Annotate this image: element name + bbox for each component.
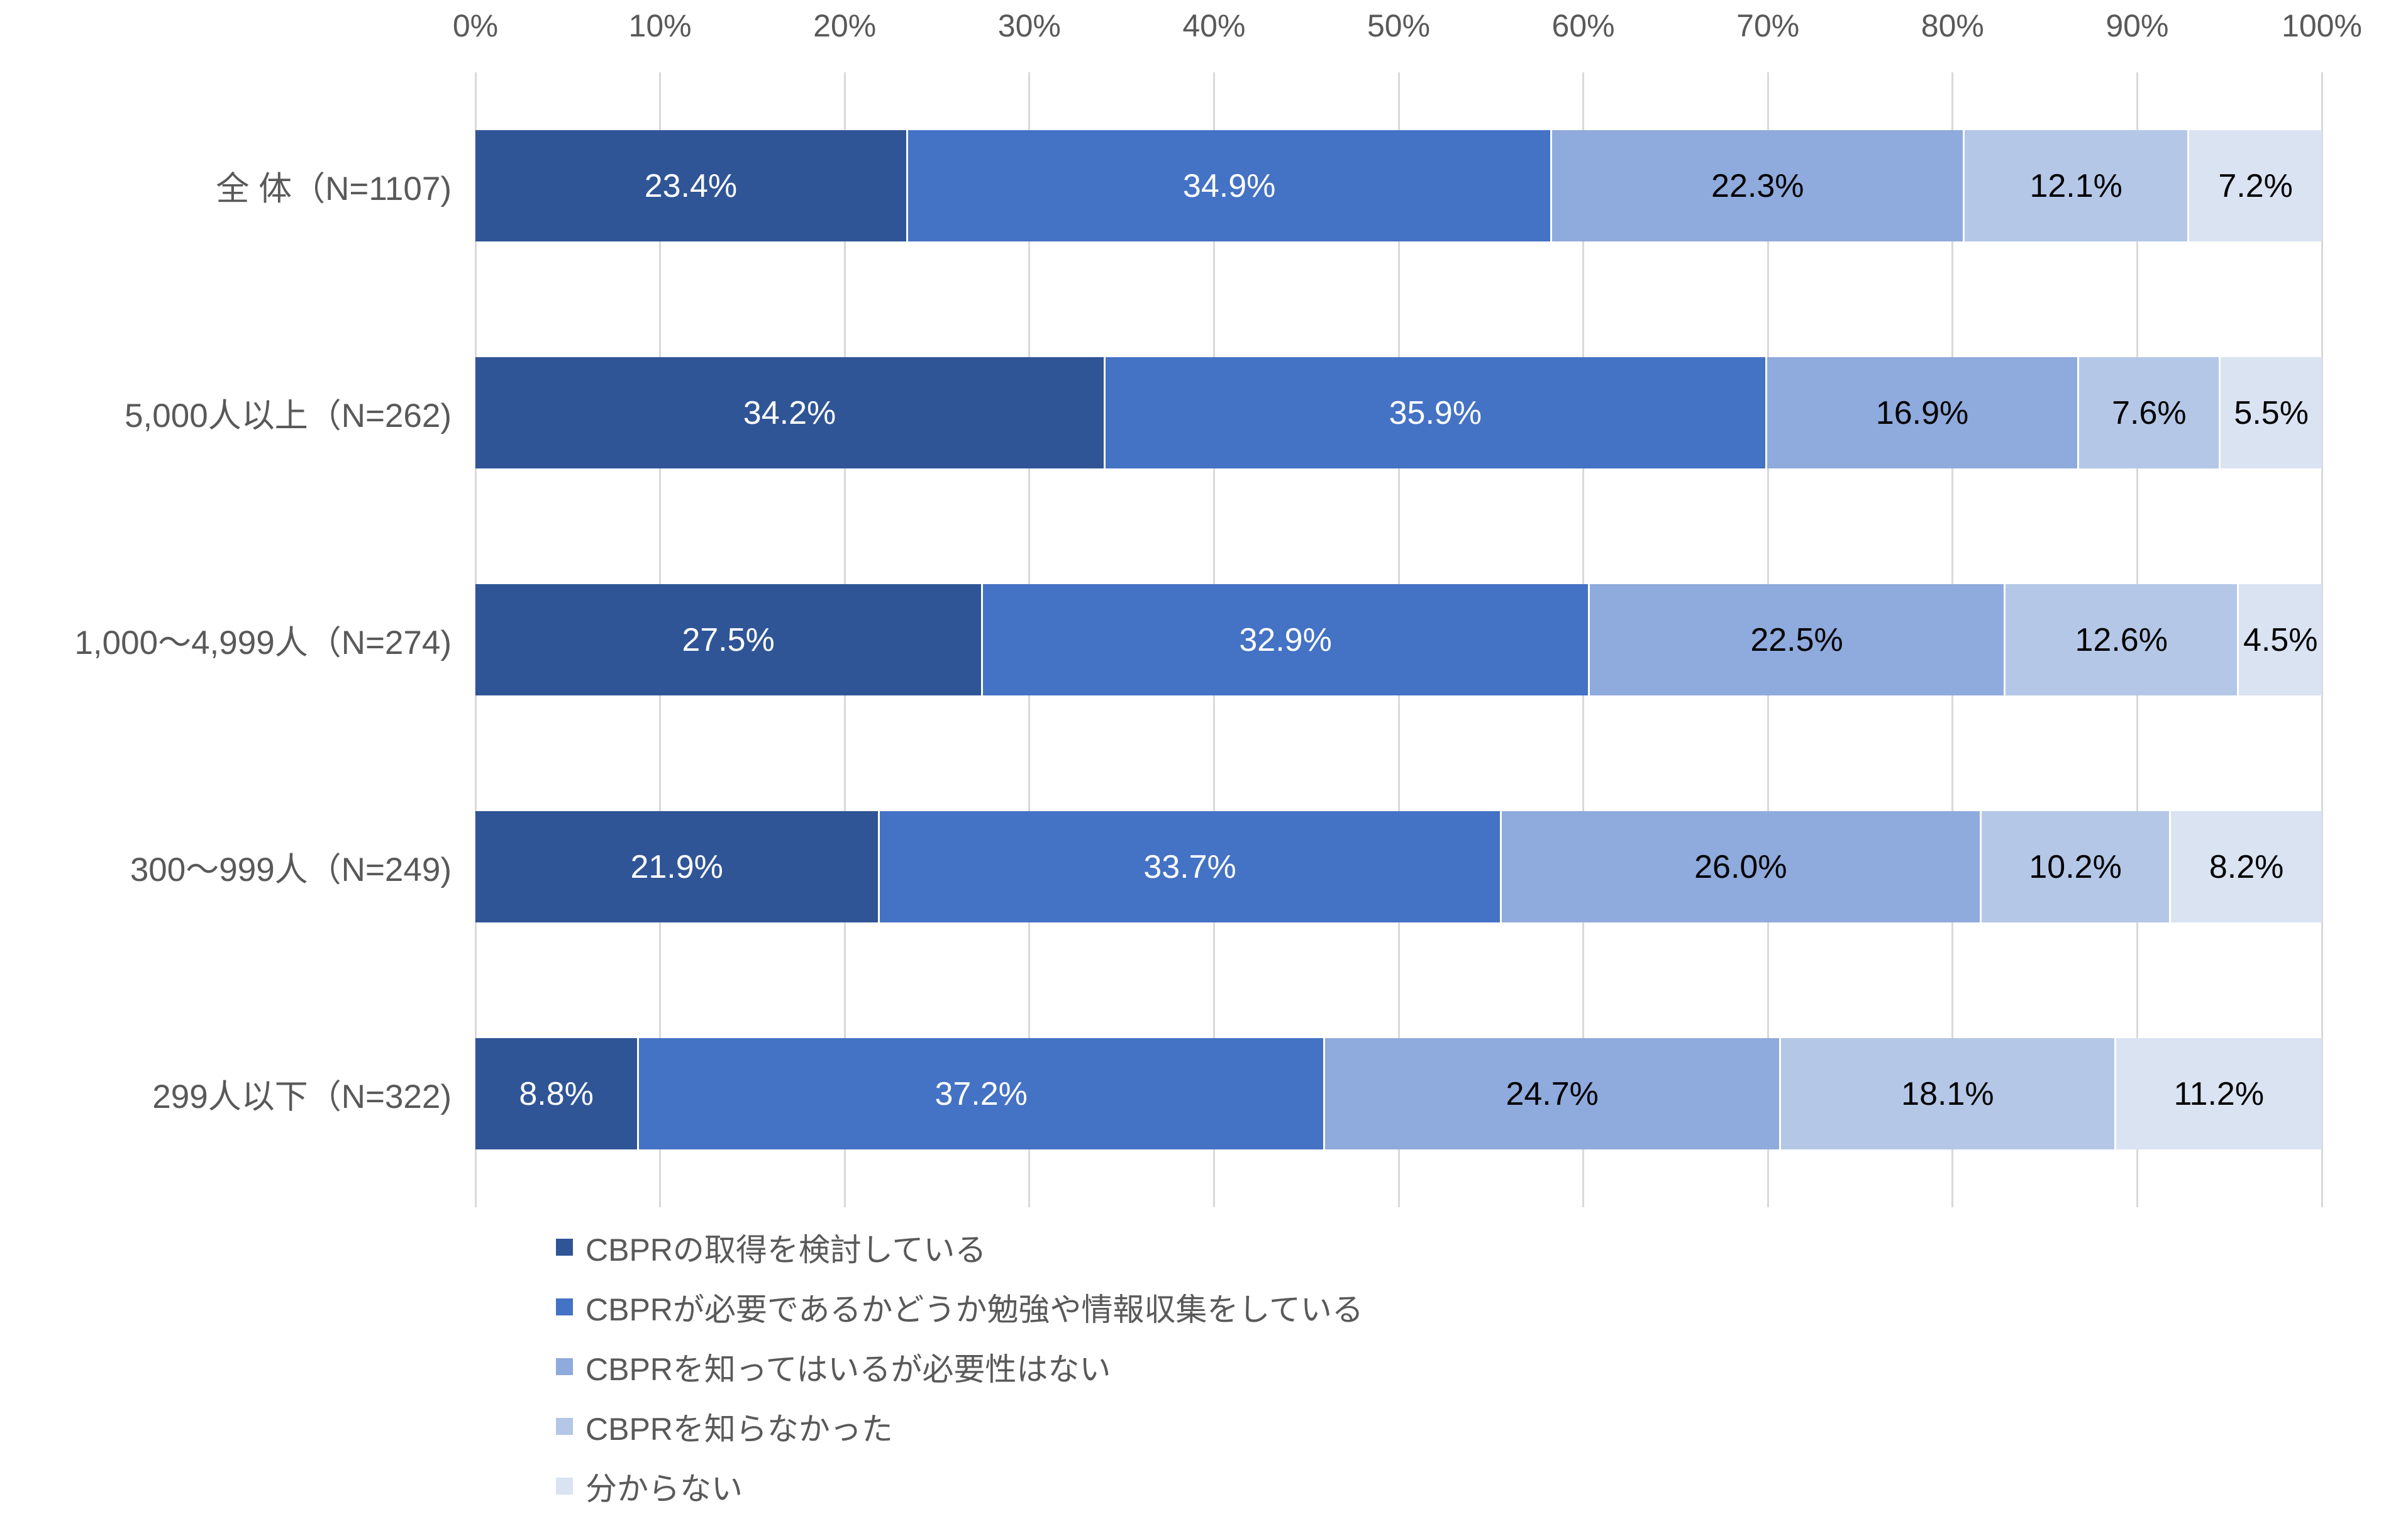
bar-segment-label: 35.9% — [1389, 394, 1482, 431]
bar-segment: 18.1% — [1781, 1038, 2114, 1149]
bar-segment-label: 8.2% — [2209, 848, 2284, 885]
category-label: 300～999人（N=249) — [130, 851, 452, 888]
bar-segment: 32.9% — [983, 584, 1589, 695]
bar-row: 27.5% 32.9% 22.5% 12.6% 4.5% — [475, 584, 2322, 695]
bar-segment: 22.5% — [1590, 584, 2004, 695]
bar-segment: 12.1% — [1965, 130, 2188, 241]
bar-segment: 4.5% — [2239, 584, 2322, 695]
bar-segment: 8.2% — [2171, 811, 2322, 922]
x-axis-tick-label: 10% — [628, 8, 692, 43]
bar-segment: 34.9% — [907, 130, 1551, 241]
bar-segment-label: 10.2% — [2029, 848, 2122, 885]
bar-segment: 27.5% — [475, 584, 982, 695]
legend-item: 分からない — [556, 1456, 1363, 1516]
bar-segment-label: 24.7% — [1506, 1075, 1599, 1112]
bar-segment: 16.9% — [1767, 357, 2078, 468]
bar-segment: 37.2% — [639, 1038, 1324, 1149]
legend-swatch-icon — [556, 1358, 573, 1375]
bar-row: 8.8% 37.2% 24.7% 18.1% 11.2% — [475, 1038, 2322, 1149]
bar-segment-label: 34.2% — [743, 394, 836, 431]
legend-item-label: 分からない — [585, 1471, 743, 1507]
bar-segment: 21.9% — [475, 811, 879, 922]
bar-segment: 10.2% — [1981, 811, 2170, 922]
x-axis-tick-label: 30% — [997, 8, 1061, 43]
bar-segment: 5.5% — [2221, 357, 2322, 468]
category-label: 1,000～4,999人（N=274) — [74, 624, 452, 661]
legend-item-label: CBPRを知らなかった — [585, 1411, 893, 1447]
bar-segment-label: 27.5% — [682, 621, 775, 658]
bar-segment: 22.3% — [1552, 130, 1963, 241]
bar-segment: 33.7% — [880, 811, 1500, 922]
legend-item: CBPRの取得を検討している — [556, 1217, 1363, 1277]
bar-segment: 26.0% — [1501, 811, 1980, 922]
legend-item-label: CBPRを知ってはいるが必要性はない — [585, 1351, 1111, 1387]
x-axis-tick-label: 0% — [452, 8, 499, 43]
legend-item-label: CBPRが必要であるかどうか勉強や情報収集をしている — [585, 1292, 1363, 1327]
bar-segment: 24.7% — [1325, 1038, 1780, 1149]
bar-segment-label: 34.9% — [1182, 167, 1276, 204]
category-label: 5,000人以上（N=262) — [125, 397, 452, 434]
bar-segment: 35.9% — [1106, 357, 1765, 468]
bar-segment: 11.2% — [2116, 1038, 2322, 1149]
bar-segment: 7.6% — [2079, 357, 2219, 468]
bar-segment-label: 21.9% — [630, 848, 723, 885]
x-axis-tick-label: 90% — [2106, 8, 2169, 43]
bar-segment: 8.8% — [475, 1038, 638, 1149]
x-axis-tick-label: 20% — [813, 8, 877, 43]
bar-segment-label: 26.0% — [1694, 848, 1787, 885]
bar-row: 21.9% 33.7% 26.0% 10.2% 8.2% — [475, 811, 2322, 922]
legend-item: CBPRが必要であるかどうか勉強や情報収集をしている — [556, 1277, 1363, 1337]
bar-segment-label: 7.2% — [2218, 167, 2293, 204]
bar-segment-label: 18.1% — [1901, 1075, 1994, 1112]
bar-segment-label: 8.8% — [519, 1075, 594, 1112]
bar-segment-label: 16.9% — [1875, 394, 1969, 431]
bar-row: 23.4% 34.9% 22.3% 12.1% 7.2% — [475, 130, 2322, 241]
bar-row: 34.2% 35.9% 16.9% 7.6% 5.5% — [475, 357, 2322, 468]
bar-segment: 7.2% — [2189, 130, 2322, 241]
bar-segment-label: 4.5% — [2243, 621, 2318, 658]
x-axis-tick-label: 60% — [1551, 8, 1615, 43]
bar-segment-label: 7.6% — [2112, 394, 2187, 431]
bar-segment-label: 33.7% — [1143, 848, 1236, 885]
legend-swatch-icon — [556, 1298, 573, 1315]
bar-segment: 12.6% — [2006, 584, 2238, 695]
bar-segment-label: 12.6% — [2075, 621, 2168, 658]
gridline — [2321, 72, 2323, 1207]
legend-item: CBPRを知ってはいるが必要性はない — [556, 1337, 1363, 1397]
bar-segment-label: 5.5% — [2234, 394, 2309, 431]
legend-swatch-icon — [556, 1418, 573, 1435]
bar-segment: 34.2% — [475, 357, 1104, 468]
bar-segment-label: 11.2% — [2173, 1075, 2265, 1112]
legend-item-label: CBPRの取得を検討している — [585, 1232, 987, 1268]
legend-swatch-icon — [556, 1239, 573, 1256]
bar-segment-label: 23.4% — [644, 167, 738, 204]
legend-swatch-icon — [556, 1478, 573, 1495]
legend-item: CBPRを知らなかった — [556, 1397, 1363, 1456]
bar-segment-label: 32.9% — [1239, 621, 1332, 658]
legend: CBPRの取得を検討している CBPRが必要であるかどうか勉強や情報収集をしている… — [556, 1217, 1363, 1516]
category-label: 299人以下（N=322) — [152, 1078, 452, 1115]
bar-segment-label: 22.3% — [1711, 167, 1804, 204]
category-label: 全 体（N=1107) — [216, 170, 452, 207]
x-axis-tick-label: 80% — [1921, 8, 1984, 43]
x-axis-tick-label: 40% — [1182, 8, 1246, 43]
bar-segment-label: 12.1% — [2029, 167, 2122, 204]
x-axis-tick-label: 70% — [1736, 8, 1800, 43]
bar-segment-label: 37.2% — [935, 1075, 1028, 1112]
x-axis-tick-label: 100% — [2282, 8, 2362, 43]
bar-segment: 23.4% — [475, 130, 906, 241]
x-axis-tick-label: 50% — [1367, 8, 1431, 43]
bar-segment-label: 22.5% — [1750, 621, 1843, 658]
